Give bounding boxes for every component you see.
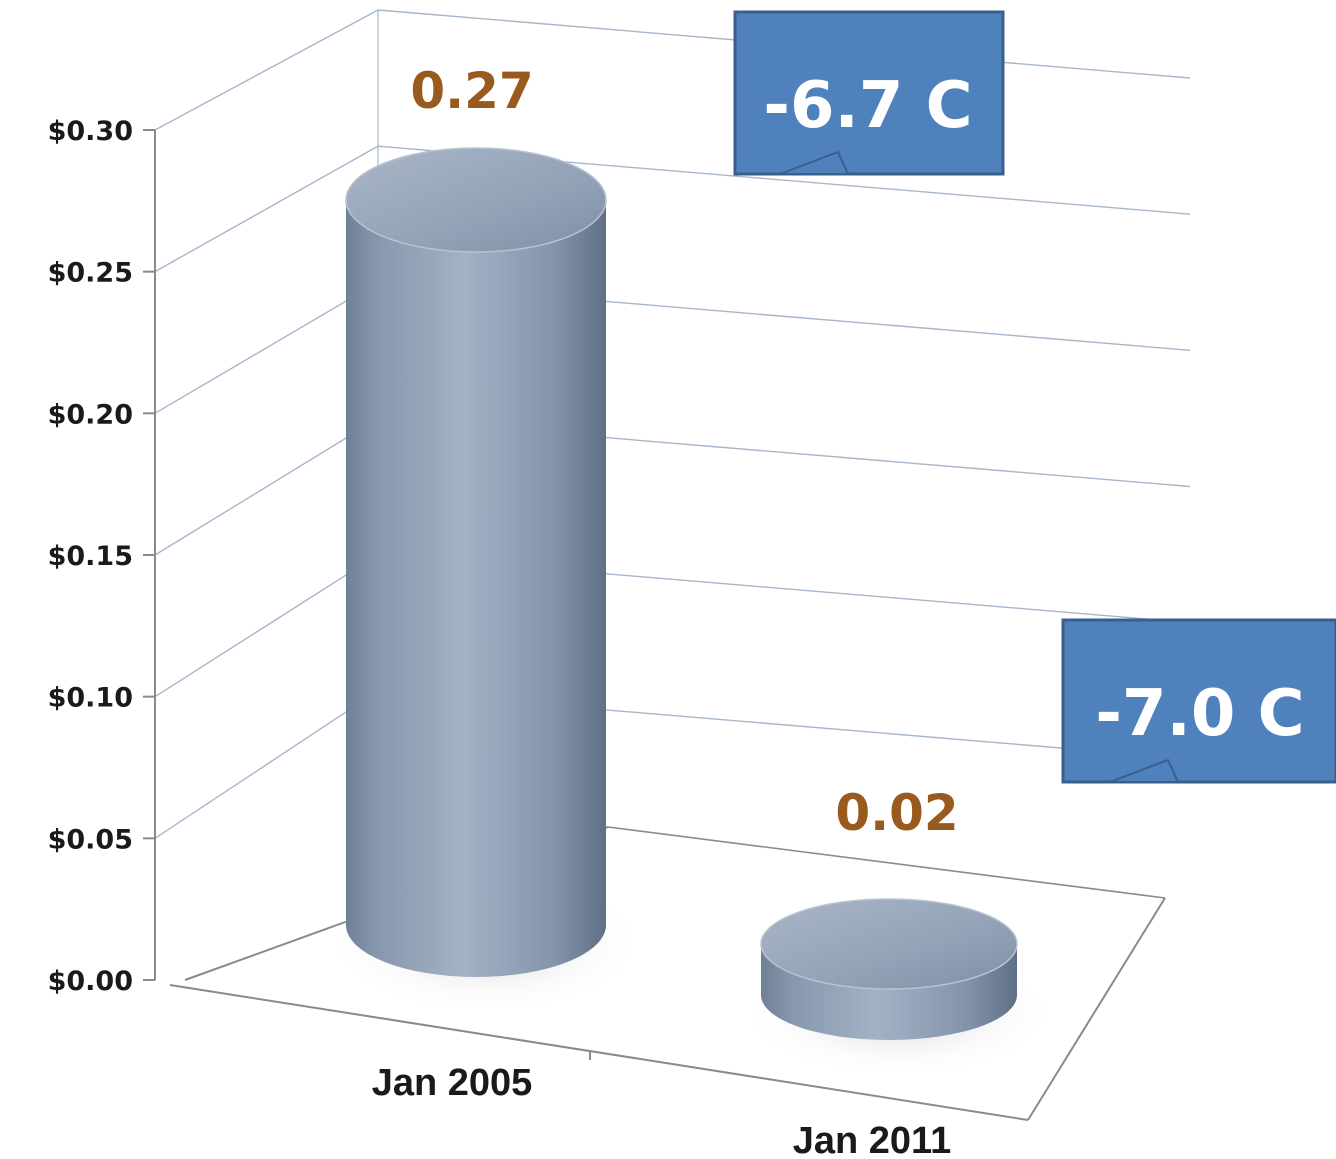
- side-gridline: [154, 417, 379, 556]
- x-axis-line: [169, 984, 1029, 1121]
- y-tick-label: $0.15: [48, 541, 133, 572]
- data-label-2: 0.02: [835, 784, 958, 842]
- y-tick-label: $0.20: [48, 399, 133, 430]
- y-tick-label: $0.30: [48, 116, 133, 147]
- chart-callouts: -6.7 C -7.0 C: [733, 10, 1336, 784]
- floor-back-edge: [607, 826, 1166, 899]
- chart-grid: [154, 9, 1191, 839]
- callout-2: -7.0 C: [1061, 618, 1336, 784]
- data-label-1: 0.27: [410, 62, 533, 120]
- callout-1: -6.7 C: [733, 10, 1005, 176]
- y-tick-label: $0.25: [48, 258, 133, 289]
- x-tick-label: Jan 2011: [793, 1120, 951, 1159]
- bar-body: [346, 200, 606, 977]
- chart-bars: [326, 147, 1057, 1078]
- bar-1: [326, 147, 646, 1015]
- callout-pointer: [779, 150, 850, 175]
- side-gridline: [154, 145, 379, 273]
- side-gridline: [154, 9, 379, 131]
- y-tick-label: $0.00: [48, 966, 133, 997]
- floor-right-edge: [1027, 897, 1166, 1121]
- callout-box: [1061, 618, 1336, 784]
- callout-text: -7.0 C: [1095, 677, 1304, 751]
- callout-pointer: [1109, 758, 1180, 783]
- bar-top: [760, 898, 1018, 990]
- callout-box: [733, 10, 1005, 176]
- y-tick-label: $0.05: [48, 824, 133, 855]
- bar-top: [345, 147, 607, 253]
- bar-2: [741, 898, 1057, 1078]
- side-gridline: [154, 554, 379, 698]
- side-gridline: [154, 690, 379, 839]
- y-tick-label: $0.10: [48, 683, 133, 714]
- chart-labels: $0.00 $0.05 $0.10 $0.15 $0.20 $0.25 $0.30 0.27 0…: [48, 62, 959, 1159]
- side-gridline: [154, 281, 379, 414]
- x-tick-label: Jan 2005: [372, 1062, 533, 1104]
- callout-text: -6.7 C: [763, 69, 972, 143]
